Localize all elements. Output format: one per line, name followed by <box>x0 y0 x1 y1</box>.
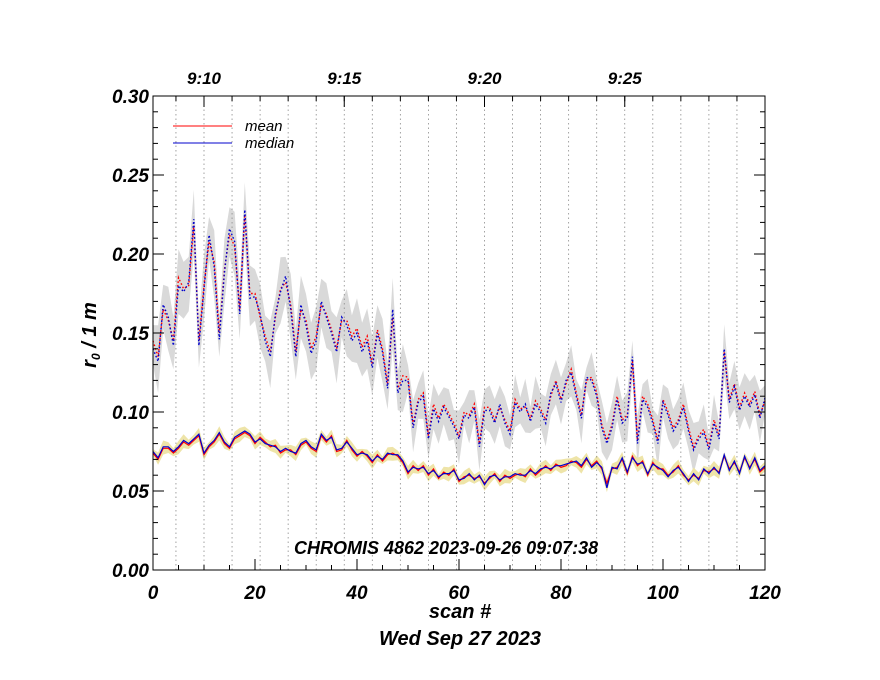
series-lines <box>152 209 766 488</box>
mean-series-line <box>152 431 766 485</box>
y-axis-title-rest: / 1 m <box>79 302 101 353</box>
y-tick-label: 0.25 <box>112 166 149 187</box>
y-tick-label: 0.30 <box>112 87 149 108</box>
x-tick-label: 100 <box>647 583 679 604</box>
y-tick-label: 0.15 <box>112 324 149 345</box>
x-tick-label: 0 <box>148 583 159 604</box>
x-tick-label: 40 <box>345 583 368 604</box>
y-tick-label: 0.20 <box>112 245 149 266</box>
time-tick-label: 9:15 <box>327 69 362 88</box>
upper-spread-band <box>153 182 765 474</box>
y-axis-title: r0 / 1 m <box>79 302 103 368</box>
x-tick-label: 80 <box>550 583 572 604</box>
legend: mean median <box>173 118 294 152</box>
instrument-annotation: CHROMIS 4862 2023-09-26 09:07:38 <box>294 538 598 558</box>
legend-median-label: median <box>245 135 294 152</box>
x-axis-date-subtitle: Wed Sep 27 2023 <box>379 628 541 650</box>
x-axis-title: scan # <box>429 601 492 623</box>
y-axis-title-subscript: 0 <box>89 353 103 360</box>
time-tick-label: 9:10 <box>187 69 222 88</box>
x-tick-label: 120 <box>749 583 781 604</box>
spread-bands <box>153 182 765 493</box>
axis-ticks <box>152 95 766 571</box>
y-tick-label: 0.00 <box>112 561 149 582</box>
y-axis-title-main: r <box>79 359 101 368</box>
plot-frame <box>152 95 766 571</box>
y-tick-label: 0.05 <box>112 482 149 503</box>
y-tick-label: 0.10 <box>112 403 149 424</box>
tick-labels: 0.00 0.05 0.10 0.15 0.20 0.25 0.30 0 20 40 60 80 100… <box>112 69 781 604</box>
time-tick-label: 9:25 <box>608 69 643 88</box>
legend-mean-label: mean <box>245 118 283 135</box>
x-tick-label: 60 <box>448 583 470 604</box>
x-tick-label: 20 <box>243 583 266 604</box>
time-tick-label: 9:20 <box>467 69 502 88</box>
median-series-line <box>152 430 766 488</box>
median-upper-series-line <box>152 209 766 452</box>
